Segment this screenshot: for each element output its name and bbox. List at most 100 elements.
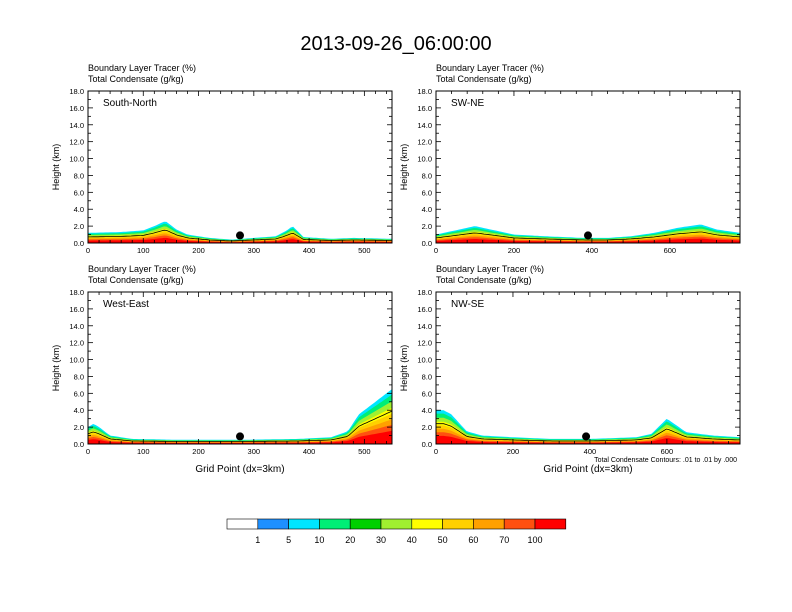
colorbar-swatch-7 xyxy=(442,518,474,530)
colorbar-swatch-2 xyxy=(288,518,320,530)
panel-title-line1: Boundary Layer Tracer (%) xyxy=(436,264,544,274)
colorbar-swatch-3 xyxy=(319,518,351,530)
colorbar-swatch-8 xyxy=(473,518,505,530)
y-tick-label: 4.0 xyxy=(74,205,84,214)
y-tick-label: 18.0 xyxy=(69,288,84,297)
colorbar-label: 50 xyxy=(438,535,448,545)
colorbar-swatch-9 xyxy=(503,518,536,530)
panel-name: SW-NE xyxy=(451,98,484,109)
y-tick-label: 10.0 xyxy=(69,155,84,164)
y-tick-label: 8.0 xyxy=(74,171,84,180)
colorbar-swatch-0 xyxy=(226,518,259,530)
x-tick-label: 0 xyxy=(86,447,90,456)
colorbar-swatch-5 xyxy=(380,518,413,530)
y-axis-label: Height (km) xyxy=(399,144,409,191)
x-tick-label: 100 xyxy=(137,447,150,456)
y-tick-label: 10.0 xyxy=(417,356,432,365)
colorbar-label: 5 xyxy=(286,535,291,545)
colorbar-swatch-1 xyxy=(257,518,289,530)
x-tick-label: 100 xyxy=(137,246,150,255)
y-tick-label: 12.0 xyxy=(69,339,84,348)
y-tick-label: 18.0 xyxy=(417,87,432,96)
panel-title-line1: Boundary Layer Tracer (%) xyxy=(88,63,196,73)
x-tick-label: 600 xyxy=(664,246,677,255)
colorbar-swatch-6 xyxy=(411,518,443,530)
colorbar-label: 100 xyxy=(527,535,542,545)
y-tick-label: 8.0 xyxy=(74,372,84,381)
y-tick-label: 14.0 xyxy=(69,121,84,130)
panel-title-line2: Total Condensate (g/kg) xyxy=(436,74,532,84)
panel-name: West-East xyxy=(103,299,149,310)
colorbar-label: 40 xyxy=(407,535,417,545)
colorbar-label: 60 xyxy=(468,535,478,545)
y-tick-label: 0.0 xyxy=(422,239,432,248)
y-tick-label: 12.0 xyxy=(69,138,84,147)
y-tick-label: 6.0 xyxy=(422,188,432,197)
condensate-contour xyxy=(87,410,393,442)
tracer-band-7 xyxy=(88,430,392,444)
x-tick-label: 200 xyxy=(192,447,205,456)
y-tick-label: 16.0 xyxy=(69,305,84,314)
y-tick-label: 10.0 xyxy=(69,356,84,365)
y-tick-label: 0.0 xyxy=(74,440,84,449)
panel-west-east: Boundary Layer Tracer (%)Total Condensat… xyxy=(51,264,393,475)
condensate-contour xyxy=(435,231,741,241)
y-tick-label: 14.0 xyxy=(417,322,432,331)
plot-area xyxy=(88,91,392,243)
panel-sw-ne: Boundary Layer Tracer (%)Total Condensat… xyxy=(399,63,741,255)
x-tick-label: 400 xyxy=(303,246,316,255)
colorbar-label: 1 xyxy=(255,535,260,545)
y-tick-label: 16.0 xyxy=(69,104,84,113)
x-tick-label: 300 xyxy=(248,246,261,255)
x-tick-label: 0 xyxy=(86,246,90,255)
y-tick-label: 12.0 xyxy=(417,339,432,348)
y-tick-label: 4.0 xyxy=(422,205,432,214)
panel-nw-se: Boundary Layer Tracer (%)Total Condensat… xyxy=(399,264,741,475)
y-tick-label: 14.0 xyxy=(417,121,432,130)
x-axis-label: Grid Point (dx=3km) xyxy=(543,464,632,475)
panel-name: South-North xyxy=(103,98,157,109)
y-axis-label: Height (km) xyxy=(399,345,409,392)
y-tick-label: 0.0 xyxy=(422,440,432,449)
y-tick-label: 6.0 xyxy=(422,389,432,398)
panel-title-line2: Total Condensate (g/kg) xyxy=(88,275,184,285)
y-axis-label: Height (km) xyxy=(51,345,61,392)
plot-area xyxy=(88,292,392,444)
y-tick-label: 16.0 xyxy=(417,104,432,113)
x-tick-label: 200 xyxy=(192,246,205,255)
colorbar-label: 10 xyxy=(314,535,324,545)
x-tick-label: 200 xyxy=(507,447,520,456)
location-marker xyxy=(236,432,244,441)
colorbar-label: 30 xyxy=(376,535,386,545)
x-tick-label: 400 xyxy=(584,447,597,456)
location-marker xyxy=(584,231,592,240)
colorbar-label: 20 xyxy=(345,535,355,545)
y-tick-label: 4.0 xyxy=(422,406,432,415)
y-tick-label: 14.0 xyxy=(69,322,84,331)
contour-note: Total Condensate Contours: .01 to .01 by… xyxy=(594,457,737,464)
y-tick-label: 2.0 xyxy=(422,423,432,432)
x-tick-label: 500 xyxy=(358,246,371,255)
figure-title: 2013-09-26_06:00:00 xyxy=(300,33,491,55)
y-tick-label: 16.0 xyxy=(417,305,432,314)
plot-area xyxy=(436,91,740,243)
location-marker xyxy=(582,432,591,441)
panel-title-line1: Boundary Layer Tracer (%) xyxy=(436,63,544,73)
x-tick-label: 400 xyxy=(586,246,599,255)
x-axis-label: Grid Point (dx=3km) xyxy=(195,464,284,475)
colorbar: 1 5 10 20 30 40 50 60 70 100 xyxy=(226,518,567,545)
y-tick-label: 0.0 xyxy=(74,239,84,248)
panel-name: NW-SE xyxy=(451,299,484,310)
x-tick-label: 600 xyxy=(661,447,674,456)
colorbar-label: 70 xyxy=(499,535,509,545)
panel-title-line2: Total Condensate (g/kg) xyxy=(436,275,532,285)
colorbar-swatch-4 xyxy=(349,518,382,530)
y-tick-label: 18.0 xyxy=(69,87,84,96)
tracer-band-7 xyxy=(436,435,740,444)
y-tick-label: 10.0 xyxy=(417,155,432,164)
x-tick-label: 0 xyxy=(434,246,438,255)
y-tick-label: 2.0 xyxy=(74,222,84,231)
tracer-band-7 xyxy=(436,238,740,243)
panel-title-line2: Total Condensate (g/kg) xyxy=(88,74,184,84)
